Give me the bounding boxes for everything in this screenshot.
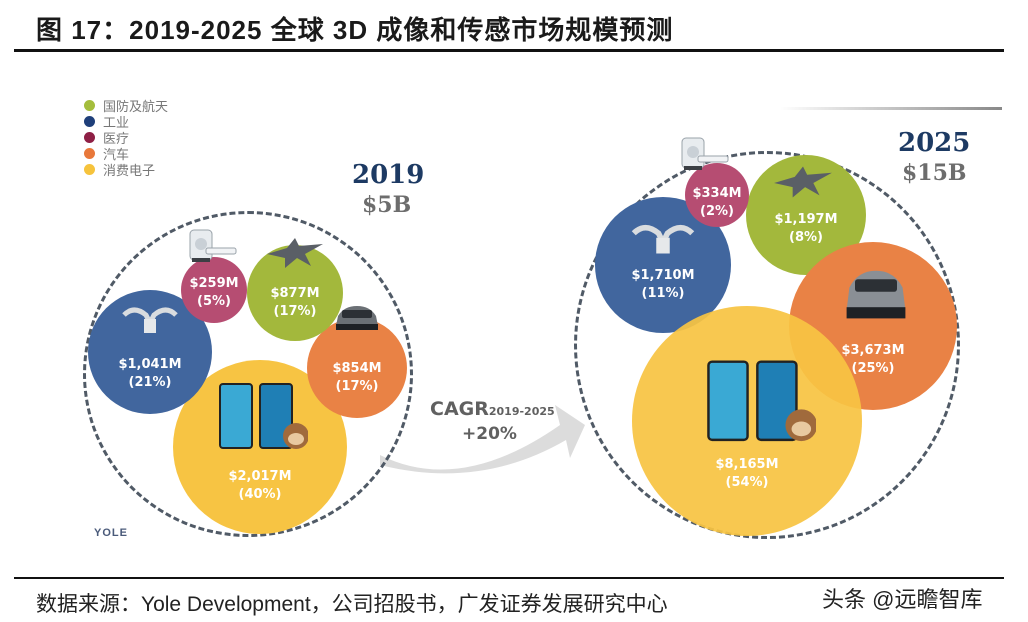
bubble-value: $854M (332, 361, 382, 376)
bubble-pct: (8%) (789, 230, 823, 245)
bubble-pct: (17%) (273, 304, 317, 319)
fighter-jet-icon (774, 166, 832, 198)
bubble-2019-defense: $877M (17%) (247, 245, 343, 341)
bubble-pct: (21%) (128, 375, 172, 390)
source-rule (14, 577, 1004, 579)
legend-item-consumer: 消费电子 (84, 161, 168, 178)
legend-item-medical: 医疗 (84, 129, 168, 146)
car-icon (846, 270, 906, 319)
legend-label: 汽车 (103, 146, 130, 162)
total-2025-label: $15B (902, 160, 967, 186)
bubble-pct: (2%) (700, 204, 734, 219)
bubble-pct: (25%) (851, 361, 895, 376)
robot-arm-icon (122, 307, 178, 333)
bubble-value: $1,041M (118, 357, 182, 372)
bubble-value: $1,710M (631, 268, 695, 283)
legend-item-industrial: 工业 (84, 113, 168, 130)
bubble-value: $2,017M (228, 469, 292, 484)
total-2019-label: $5B (362, 192, 412, 218)
legend-dot-icon (84, 131, 95, 143)
source-note: 数据来源：Yole Development，公司招股书，广发证券发展研究中心 (36, 593, 668, 616)
bubble-value: $3,673M (841, 343, 905, 358)
growth-arrow-icon (380, 405, 585, 474)
bubble-pct: (5%) (197, 294, 231, 309)
bubble-pct: (17%) (335, 379, 379, 394)
smartphone-icon (219, 383, 308, 449)
bubble-value: $8,165M (715, 457, 779, 472)
smartphone-icon (707, 360, 816, 442)
year-2025-label: 2025 (898, 128, 971, 158)
year-2019-label: 2019 (352, 160, 425, 190)
legend-label: 工业 (103, 114, 130, 130)
watermark: 头条 @远瞻智库 (822, 587, 983, 612)
legend-dot-icon (84, 115, 95, 127)
legend-dot-icon (84, 99, 95, 111)
yole-logo-text: YOLE (94, 527, 128, 539)
bubble-pct: (54%) (725, 475, 769, 490)
legend-label: 国防及航天 (103, 98, 169, 114)
ct-scanner-icon (681, 137, 729, 170)
legend-item-automotive: 汽车 (84, 145, 168, 162)
cagr-text: CAGR (430, 398, 489, 420)
market-2019-boundary (83, 211, 413, 537)
car-icon (336, 306, 378, 330)
legend-item-defense: 国防及航天 (84, 97, 169, 114)
legend: 国防及航天 工业 医疗 汽车 消费电子 (84, 97, 169, 178)
bubble-value: $877M (270, 286, 320, 301)
legend-label: 医疗 (103, 130, 130, 146)
ct-scanner-icon (189, 229, 237, 262)
legend-dot-icon (84, 163, 95, 175)
fighter-jet-icon (267, 238, 323, 268)
robot-arm-icon (631, 224, 695, 254)
bubble-2019-automotive: $854M (17%) (307, 318, 407, 418)
figure-title: 图 17：2019-2025 全球 3D 成像和传感市场规模预测 (36, 15, 674, 45)
yole-logo: YOLE (94, 527, 128, 539)
legend-dot-icon (84, 147, 95, 159)
market-2025-boundary (574, 151, 960, 539)
legend-label: 消费电子 (103, 162, 156, 178)
bubble-pct: (11%) (641, 286, 685, 301)
cagr-period: 2019-2025 (488, 405, 555, 418)
bubble-value: $334M (692, 186, 742, 201)
bubble-2019-medical: $259M (5%) (181, 257, 247, 323)
bubble-value: $1,197M (774, 212, 838, 227)
cagr-value: +20% (462, 424, 517, 444)
bubble-2025-medical: $334M (2%) (685, 163, 749, 227)
bubble-pct: (40%) (238, 487, 282, 502)
decorative-gradient-line (780, 107, 1002, 110)
bubble-value: $259M (189, 276, 239, 291)
cagr-label: CAGR2019-2025 (430, 398, 555, 420)
title-rule (14, 49, 1004, 52)
